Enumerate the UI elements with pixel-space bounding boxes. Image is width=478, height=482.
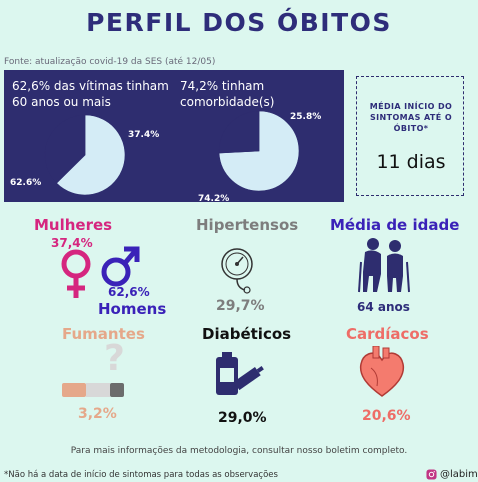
hypertension-value: 29,7% [216, 298, 265, 314]
cardiac-value: 20,6% [362, 408, 411, 424]
source-note: Fonte: atualização covid-19 da SES (até … [4, 57, 216, 67]
age-value: 64 anos [357, 300, 410, 314]
pie1-label-minor: 37.4% [128, 130, 160, 140]
pie1-label-major: 62.6% [10, 178, 42, 188]
pie-chart-comorbidity [218, 110, 300, 192]
question-mark-icon: ? [104, 338, 125, 379]
pie1-title: 62,6% das vítimas tinham 60 anos ou mais [12, 79, 169, 109]
men-value: 62,6% [108, 285, 150, 299]
pie-slice [44, 114, 86, 184]
male-symbol-icon [101, 246, 140, 287]
elderly-couple-icon [358, 238, 410, 293]
page-title: PERFIL DOS ÓBITOS [86, 8, 392, 37]
methodology-note: Para mais informações da metodologia, co… [70, 446, 408, 456]
hypertension-label: Hipertensos [196, 216, 299, 234]
instagram-icon [426, 469, 437, 480]
cardiac-label: Cardíacos [346, 325, 429, 343]
onset-value: 11 dias [376, 151, 446, 173]
onset-title: MÉDIA INÍCIO DO SINTOMAS ATÉ O ÓBITO* [369, 102, 453, 133]
cigarette-icon [62, 383, 124, 397]
heart-icon [359, 346, 405, 397]
diabetes-value: 29,0% [218, 410, 267, 426]
pie2-label-major: 74.2% [198, 194, 230, 204]
diabetes-label: Diabéticos [202, 325, 292, 343]
smokers-value: 3,2% [78, 406, 117, 422]
instagram-handle[interactable]: @labimec [426, 469, 478, 480]
men-label: Homens [98, 300, 167, 318]
onset-box: MÉDIA INÍCIO DO SINTOMAS ATÉ O ÓBITO* 11… [356, 76, 464, 196]
pie-panel: 62,6% das vítimas tinham 60 anos ou mais… [4, 70, 344, 204]
instagram-label: @labimec [440, 469, 478, 480]
female-symbol-icon [61, 249, 91, 298]
pie-slice [56, 114, 126, 196]
blood-pressure-gauge-icon [221, 248, 253, 294]
pie-slice [218, 110, 260, 154]
pie2-title: 74,2% tinham comorbidade(s) [180, 79, 275, 109]
onset-footnote: *Não há a data de início de sintomas par… [4, 470, 278, 480]
smokers-label: Fumantes [62, 325, 145, 343]
women-label: Mulheres [34, 216, 113, 234]
insulin-syringe-icon [216, 352, 264, 395]
pie2-label-minor: 25.8% [290, 112, 322, 122]
women-value: 37,4% [51, 236, 93, 250]
age-label: Média de idade [330, 216, 460, 234]
pie-chart-age [44, 114, 126, 196]
